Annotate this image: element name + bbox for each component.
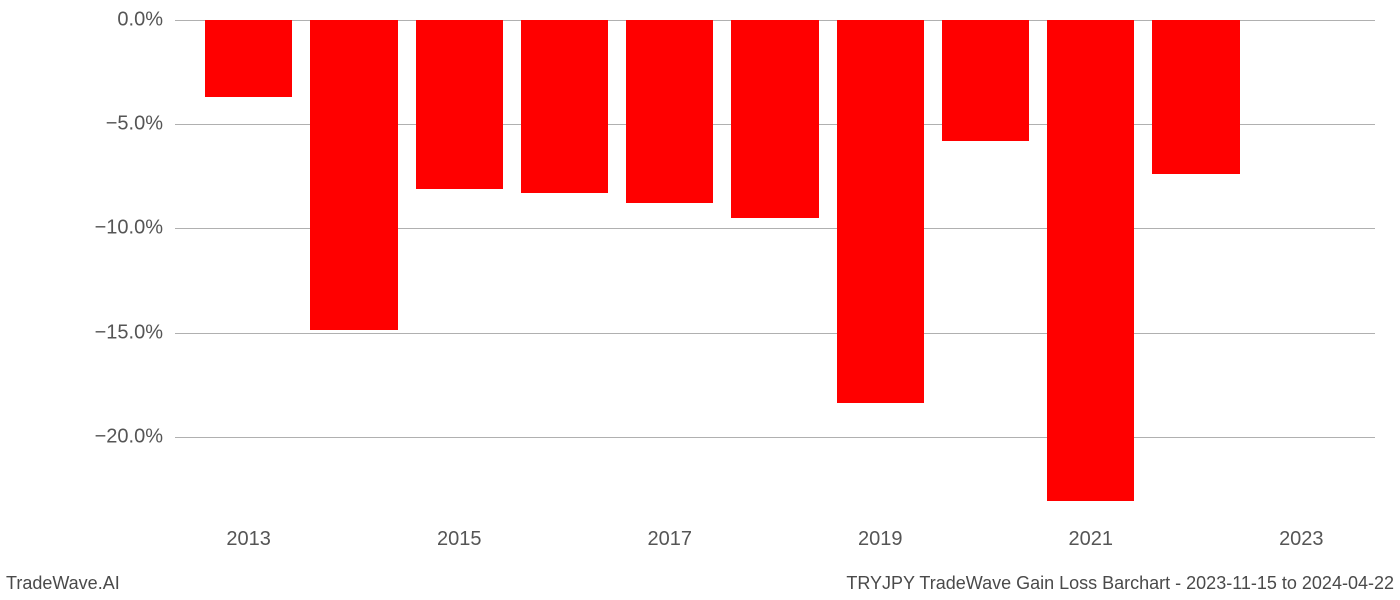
bar [1152,20,1239,174]
watermark-left: TradeWave.AI [6,573,120,594]
x-tick-label: 2019 [858,528,903,551]
bar [310,20,397,330]
y-tick-label: −20.0% [95,425,163,448]
gridline [175,437,1375,438]
bar [731,20,818,218]
y-tick-label: −10.0% [95,217,163,240]
bar [837,20,924,403]
x-tick-label: 2013 [226,528,271,551]
x-tick-label: 2017 [647,528,692,551]
y-tick-label: 0.0% [117,9,163,32]
x-tick-label: 2021 [1069,528,1114,551]
bar [205,20,292,97]
caption-right: TRYJPY TradeWave Gain Loss Barchart - 20… [846,573,1394,594]
y-tick-label: −15.0% [95,321,163,344]
bar [1047,20,1134,501]
x-tick-label: 2015 [437,528,482,551]
x-tick-label: 2023 [1279,528,1324,551]
plot-area [175,20,1375,520]
y-tick-label: −5.0% [106,113,163,136]
bar [626,20,713,203]
bar [942,20,1029,141]
chart-container: 0.0% −5.0% −10.0% −15.0% −20.0% 2013 201… [175,20,1375,550]
gridline [175,333,1375,334]
bar [416,20,503,189]
bar [521,20,608,193]
